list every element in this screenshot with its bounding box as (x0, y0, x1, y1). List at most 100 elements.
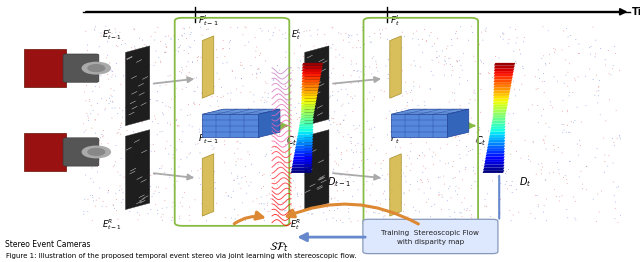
Point (139, 184, 149, 188)
Point (338, 56, 348, 60)
Point (134, 36, 145, 40)
Point (237, 176, 247, 180)
Point (564, 130, 574, 134)
Point (255, 70, 266, 75)
Point (544, 171, 554, 175)
Point (227, 68, 237, 73)
Point (145, 184, 156, 189)
Point (115, 132, 125, 136)
Point (561, 73, 571, 77)
Point (372, 69, 383, 73)
Point (479, 145, 490, 149)
Point (565, 34, 575, 38)
Point (375, 31, 385, 35)
Point (392, 108, 402, 113)
Point (210, 137, 220, 141)
Point (170, 185, 180, 189)
Point (424, 147, 435, 151)
Point (350, 127, 360, 131)
Point (432, 36, 442, 41)
Point (413, 37, 423, 41)
Point (450, 135, 460, 140)
Point (488, 159, 498, 163)
Point (505, 183, 515, 188)
Point (348, 194, 358, 198)
Point (163, 74, 173, 78)
Point (396, 201, 406, 205)
Point (504, 167, 514, 172)
Polygon shape (484, 162, 504, 165)
Point (454, 82, 465, 86)
Point (129, 116, 139, 120)
Point (609, 44, 620, 48)
Point (437, 195, 447, 199)
Point (284, 119, 294, 123)
Point (519, 35, 529, 40)
Point (403, 100, 413, 105)
Point (125, 108, 136, 112)
Point (90, 25, 100, 29)
Point (154, 55, 164, 59)
Point (574, 175, 584, 179)
Point (397, 127, 408, 131)
Point (228, 113, 238, 117)
Point (378, 159, 388, 163)
Point (360, 148, 370, 152)
Point (416, 178, 426, 183)
Point (175, 43, 186, 47)
Point (364, 168, 374, 172)
Point (179, 190, 189, 195)
Point (390, 161, 400, 165)
Point (159, 51, 170, 55)
Point (313, 77, 323, 81)
Point (96, 142, 106, 146)
Point (372, 148, 382, 152)
Point (520, 138, 530, 143)
Point (600, 159, 610, 163)
Point (131, 157, 141, 161)
Point (328, 90, 338, 94)
Point (549, 75, 559, 79)
Point (150, 172, 160, 177)
Polygon shape (294, 148, 313, 151)
Point (192, 55, 202, 59)
Point (174, 165, 184, 169)
Point (358, 162, 369, 166)
Point (83, 43, 93, 47)
Point (238, 84, 248, 88)
Point (249, 100, 259, 104)
Point (145, 62, 155, 66)
Point (509, 79, 519, 83)
Point (281, 50, 291, 54)
Point (332, 162, 342, 166)
Point (100, 108, 110, 112)
Point (359, 109, 369, 113)
Point (79, 122, 89, 126)
Point (240, 43, 250, 48)
Point (541, 197, 552, 201)
Point (437, 49, 447, 53)
Point (317, 196, 327, 201)
Point (107, 106, 117, 110)
Point (332, 122, 342, 127)
Point (518, 40, 529, 44)
Point (396, 168, 406, 172)
Point (111, 74, 121, 78)
Point (300, 132, 310, 137)
Point (399, 134, 410, 138)
Point (80, 67, 90, 71)
Point (445, 130, 456, 134)
Point (539, 90, 549, 95)
Point (268, 34, 278, 38)
Point (388, 189, 399, 193)
Point (333, 199, 343, 203)
Point (510, 94, 520, 98)
Point (280, 142, 291, 146)
Point (107, 69, 117, 73)
Point (422, 39, 432, 43)
Point (385, 197, 395, 201)
Point (554, 199, 564, 203)
Point (356, 70, 366, 74)
Point (287, 78, 298, 82)
Polygon shape (487, 145, 505, 148)
